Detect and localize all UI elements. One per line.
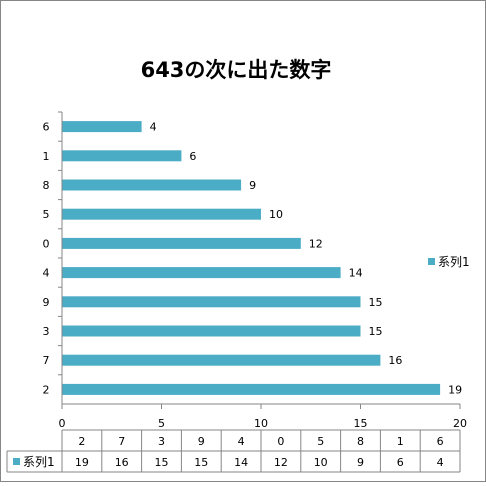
legend-swatch xyxy=(428,258,435,265)
table-header-cell: 0 xyxy=(277,435,284,448)
axes-group xyxy=(58,111,461,409)
bar-value-label: 19 xyxy=(448,383,462,396)
category-label: 8 xyxy=(43,179,50,192)
bars-group xyxy=(62,121,441,395)
bar xyxy=(62,325,361,337)
bar-value-label: 15 xyxy=(369,325,383,338)
category-label: 4 xyxy=(43,267,50,280)
table-value-cell: 12 xyxy=(274,456,288,469)
table-header-cell: 5 xyxy=(317,435,324,448)
x-tick-labels-group: 0 5 10 15 20 xyxy=(59,417,468,430)
table-value-cell: 9 xyxy=(357,456,364,469)
x-tick-label: 10 xyxy=(254,417,268,430)
table-header-cell: 7 xyxy=(118,435,125,448)
table-value-cell: 10 xyxy=(314,456,328,469)
table-value-cell: 4 xyxy=(437,456,444,469)
bar-value-label: 12 xyxy=(309,237,323,250)
category-label: 3 xyxy=(43,325,50,338)
table-header-cell: 1 xyxy=(397,435,404,448)
bar-value-label: 9 xyxy=(249,179,256,192)
category-label: 7 xyxy=(43,354,50,367)
table-header-cell: 9 xyxy=(198,435,205,448)
category-labels-group: 6 1 8 5 0 4 9 3 7 2 xyxy=(43,121,50,397)
bar xyxy=(62,121,142,133)
table-legend-swatch xyxy=(13,458,20,465)
legend: 系列1 xyxy=(428,255,470,269)
bar-value-label: 10 xyxy=(269,208,283,221)
category-label: 6 xyxy=(43,121,50,134)
bar xyxy=(62,237,301,249)
table-header-cell: 6 xyxy=(437,435,444,448)
bar xyxy=(62,296,361,308)
category-label: 9 xyxy=(43,296,50,309)
data-labels-group: 4 6 9 10 12 14 15 15 16 19 xyxy=(150,121,463,397)
table-value-cell: 16 xyxy=(115,456,129,469)
table-value-cell: 19 xyxy=(75,456,89,469)
table-series-label: 系列1 xyxy=(23,455,55,469)
legend-label: 系列1 xyxy=(438,255,470,269)
bar xyxy=(62,354,381,366)
bar-value-label: 15 xyxy=(369,296,383,309)
bar-value-label: 4 xyxy=(150,121,157,134)
x-tick-label: 0 xyxy=(59,417,66,430)
table-header-cell: 2 xyxy=(78,435,85,448)
bar-value-label: 6 xyxy=(189,150,196,163)
category-label: 2 xyxy=(43,383,50,396)
table-header-cell: 3 xyxy=(158,435,165,448)
table-header-cell: 8 xyxy=(357,435,364,448)
table-value-cell: 15 xyxy=(194,456,208,469)
table-value-cell: 14 xyxy=(234,456,248,469)
table-value-cell: 6 xyxy=(397,456,404,469)
x-tick-label: 5 xyxy=(158,417,165,430)
bar xyxy=(62,383,441,395)
category-label: 5 xyxy=(43,208,50,221)
bar-value-label: 14 xyxy=(349,267,363,280)
bar xyxy=(62,267,341,279)
bar xyxy=(62,208,261,220)
bar-value-label: 16 xyxy=(388,354,402,367)
table-header-cell: 4 xyxy=(238,435,245,448)
bar xyxy=(62,150,182,162)
x-tick-label: 15 xyxy=(354,417,368,430)
category-label: 0 xyxy=(43,237,50,250)
category-label: 1 xyxy=(43,150,50,163)
x-tick-label: 20 xyxy=(453,417,467,430)
bar xyxy=(62,179,242,191)
table-value-cell: 15 xyxy=(155,456,169,469)
chart-title: 643の次に出た数字 xyxy=(141,58,332,82)
